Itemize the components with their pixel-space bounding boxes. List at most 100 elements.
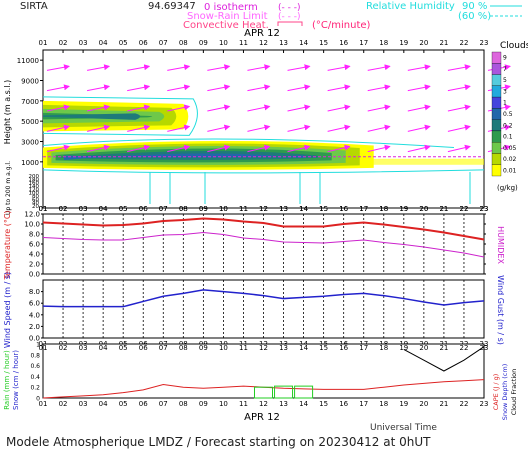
cloud-x-tick-bottom: 02 xyxy=(59,205,68,213)
temp-x-tick: 01 xyxy=(39,205,48,213)
temp-y-tick: 0.0 xyxy=(29,271,40,279)
cloud-x-tick-bottom: 20 xyxy=(419,205,428,213)
cloud-x-tick-top: 22 xyxy=(459,39,468,47)
temp-x-tick: 09 xyxy=(199,205,208,213)
cloud-y-tick-low: 40 xyxy=(32,201,39,207)
wind-arrow xyxy=(167,84,191,92)
rain-x-tick: 11 xyxy=(239,400,248,408)
rain-y-tick: 0 xyxy=(36,396,40,403)
rain-x-tick: 16 xyxy=(339,400,348,408)
wind-arrow xyxy=(207,144,231,153)
colorbar-cell xyxy=(491,142,502,154)
colorbar-tick: 0.1 xyxy=(503,134,513,141)
cloud-x-tick-top: 08 xyxy=(179,39,188,47)
rain-y-tick: 0.4 xyxy=(30,374,40,381)
cloud-y-tick-low: 140 xyxy=(29,184,40,190)
wind-arrow xyxy=(127,64,151,71)
temp-y-tick: 6.0 xyxy=(29,241,40,249)
cloud-x-tick-bottom: 17 xyxy=(359,205,368,213)
cloud-y-tick: 7000 xyxy=(21,98,39,106)
wind-arrow xyxy=(407,64,431,71)
rain-x-tick: 12 xyxy=(259,400,268,408)
cloud-x-tick-top: 20 xyxy=(419,39,428,47)
wind-arrow xyxy=(447,64,471,71)
rain-x-tick-top: 21 xyxy=(439,344,448,352)
cloud-x-tick-bottom: 06 xyxy=(139,205,148,213)
rain-x-tick: 15 xyxy=(319,400,328,408)
cloud-x-tick-bottom: 05 xyxy=(119,205,128,213)
rain-x-tick: 10 xyxy=(219,400,228,408)
cloud-panel: 0101020203030404050506060707080809091010… xyxy=(3,28,528,225)
wind-arrow xyxy=(287,124,311,132)
wind-arrow xyxy=(407,84,431,92)
colorbar-tick: 0.02 xyxy=(503,156,517,163)
wind-arrow xyxy=(167,104,191,112)
rain-x-tick-top: 04 xyxy=(99,344,108,352)
wind-y-tick: 2.0 xyxy=(29,323,40,331)
cloud-x-tick-bottom: 21 xyxy=(439,205,448,213)
temp-x-tick: 12 xyxy=(259,205,268,213)
temp-y-tick: 2.0 xyxy=(29,261,40,269)
colorbar-tick: 7 xyxy=(503,66,507,73)
cloud-x-tick-bottom: 19 xyxy=(399,205,408,213)
wind-arrow xyxy=(46,144,70,153)
colorbar-cell xyxy=(491,108,502,120)
rain-x-tick-top: 02 xyxy=(59,344,68,352)
colorbar-title: Clouds xyxy=(500,41,528,51)
wind-arrow xyxy=(86,144,111,153)
cloud-x-tick-top: 12 xyxy=(259,39,268,47)
cloud-x-tick-top: 03 xyxy=(79,39,88,47)
wind-arrow xyxy=(127,124,151,132)
cloud-x-tick-top: 10 xyxy=(219,39,228,47)
cloud-x-tick-top: 13 xyxy=(279,39,288,47)
temp-x-tick: 14 xyxy=(299,205,308,213)
temp-y-label: Temperature (°C) xyxy=(3,210,12,280)
rain-x-tick-top: 14 xyxy=(299,344,308,352)
wind-arrow xyxy=(287,84,311,92)
wind-arrow xyxy=(367,64,391,71)
rain-y-tick: 0.2 xyxy=(30,385,40,392)
legend-rh-60: (60 %) xyxy=(458,11,491,22)
colorbar-cell xyxy=(491,164,502,177)
wind-arrow xyxy=(247,124,271,132)
colorbar-cell xyxy=(491,119,502,132)
rh-contour xyxy=(42,96,198,136)
wind-arrow xyxy=(327,64,351,71)
cloud-x-tick-top: 21 xyxy=(439,39,448,47)
wind-arrow xyxy=(407,124,431,132)
rain-x-tick: 21 xyxy=(439,400,448,408)
wind-arrow xyxy=(167,124,191,132)
cloud-x-tick-top: 02 xyxy=(59,39,68,47)
rain-x-tick: 06 xyxy=(139,400,148,408)
wind-arrow xyxy=(327,124,351,132)
cloud-y-tick: 9000 xyxy=(21,78,39,86)
colorbar-tick: 0.01 xyxy=(503,167,517,174)
cloud-x-tick-top: 19 xyxy=(399,39,408,47)
wind-arrow xyxy=(127,84,151,92)
cloud-y-tick: 1000 xyxy=(21,159,39,167)
cloud-x-tick-bottom: 01 xyxy=(39,205,48,213)
rain-x-tick-top: 05 xyxy=(119,344,128,352)
rain-x-tick-top: 20 xyxy=(419,344,428,352)
cape-y-label: CAPE (J / g) xyxy=(492,374,500,411)
cloud-y-tick: 3000 xyxy=(21,139,39,147)
temperature-line xyxy=(42,217,485,241)
wind-arrow xyxy=(247,144,271,153)
rain-y-tick: 0.6 xyxy=(30,363,40,370)
rain-x-tick: 17 xyxy=(359,400,368,408)
rain-x-tick-top: 11 xyxy=(239,344,248,352)
legend-convective: Convective Heat. xyxy=(183,20,269,31)
snow-bar xyxy=(254,386,273,399)
legend-snowrain-sample: (- - -) xyxy=(278,12,301,22)
rain-x-tick-top: 12 xyxy=(259,344,268,352)
wind-y-tick: 6.0 xyxy=(29,300,40,308)
legend-isotherm: 0 isotherm xyxy=(204,2,258,13)
temp-x-tick: 08 xyxy=(179,205,188,213)
wind-arrow xyxy=(247,84,271,92)
rain-x-tick-top: 08 xyxy=(179,344,188,352)
cloud-x-tick-bottom: 04 xyxy=(99,205,108,213)
wind-arrow xyxy=(46,104,70,112)
cloud-y-tick: 5000 xyxy=(21,118,39,126)
cloud-x-tick-bottom: 03 xyxy=(79,205,88,213)
rain-x-tick: 22 xyxy=(459,400,468,408)
